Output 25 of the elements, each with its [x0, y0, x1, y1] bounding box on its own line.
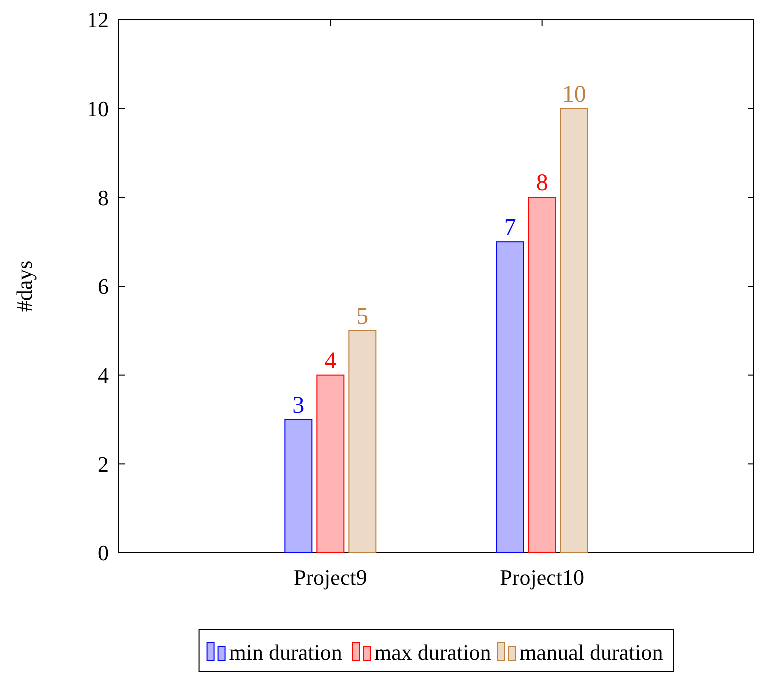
bar — [348, 330, 377, 554]
y-tick-label: 12 — [87, 8, 109, 33]
bar — [284, 419, 313, 554]
y-axis-title: #days — [12, 260, 37, 312]
y-tick-label: 0 — [98, 540, 109, 566]
data-label: 3 — [292, 392, 305, 419]
bar — [496, 242, 524, 554]
y-tick-label: 6 — [98, 274, 109, 300]
legend-label: manual duration — [520, 640, 664, 665]
data-label: 10 — [562, 82, 586, 108]
y-tick-label: 8 — [98, 185, 109, 210]
bar — [560, 108, 588, 554]
legend-label: max duration — [374, 640, 492, 665]
data-label: 5 — [356, 304, 369, 330]
y-tick-label: 4 — [98, 363, 109, 388]
data-label: 8 — [536, 170, 548, 197]
x-tick-label: Project10 — [500, 565, 584, 590]
y-tick-label: 10 — [87, 96, 109, 122]
legend-label: min duration — [229, 640, 342, 665]
data-label: 4 — [324, 348, 337, 374]
bar — [528, 197, 556, 554]
y-tick-label: 2 — [98, 452, 109, 477]
bar — [316, 374, 345, 554]
x-tick-label: Project9 — [294, 565, 368, 590]
data-label: 7 — [504, 215, 516, 242]
